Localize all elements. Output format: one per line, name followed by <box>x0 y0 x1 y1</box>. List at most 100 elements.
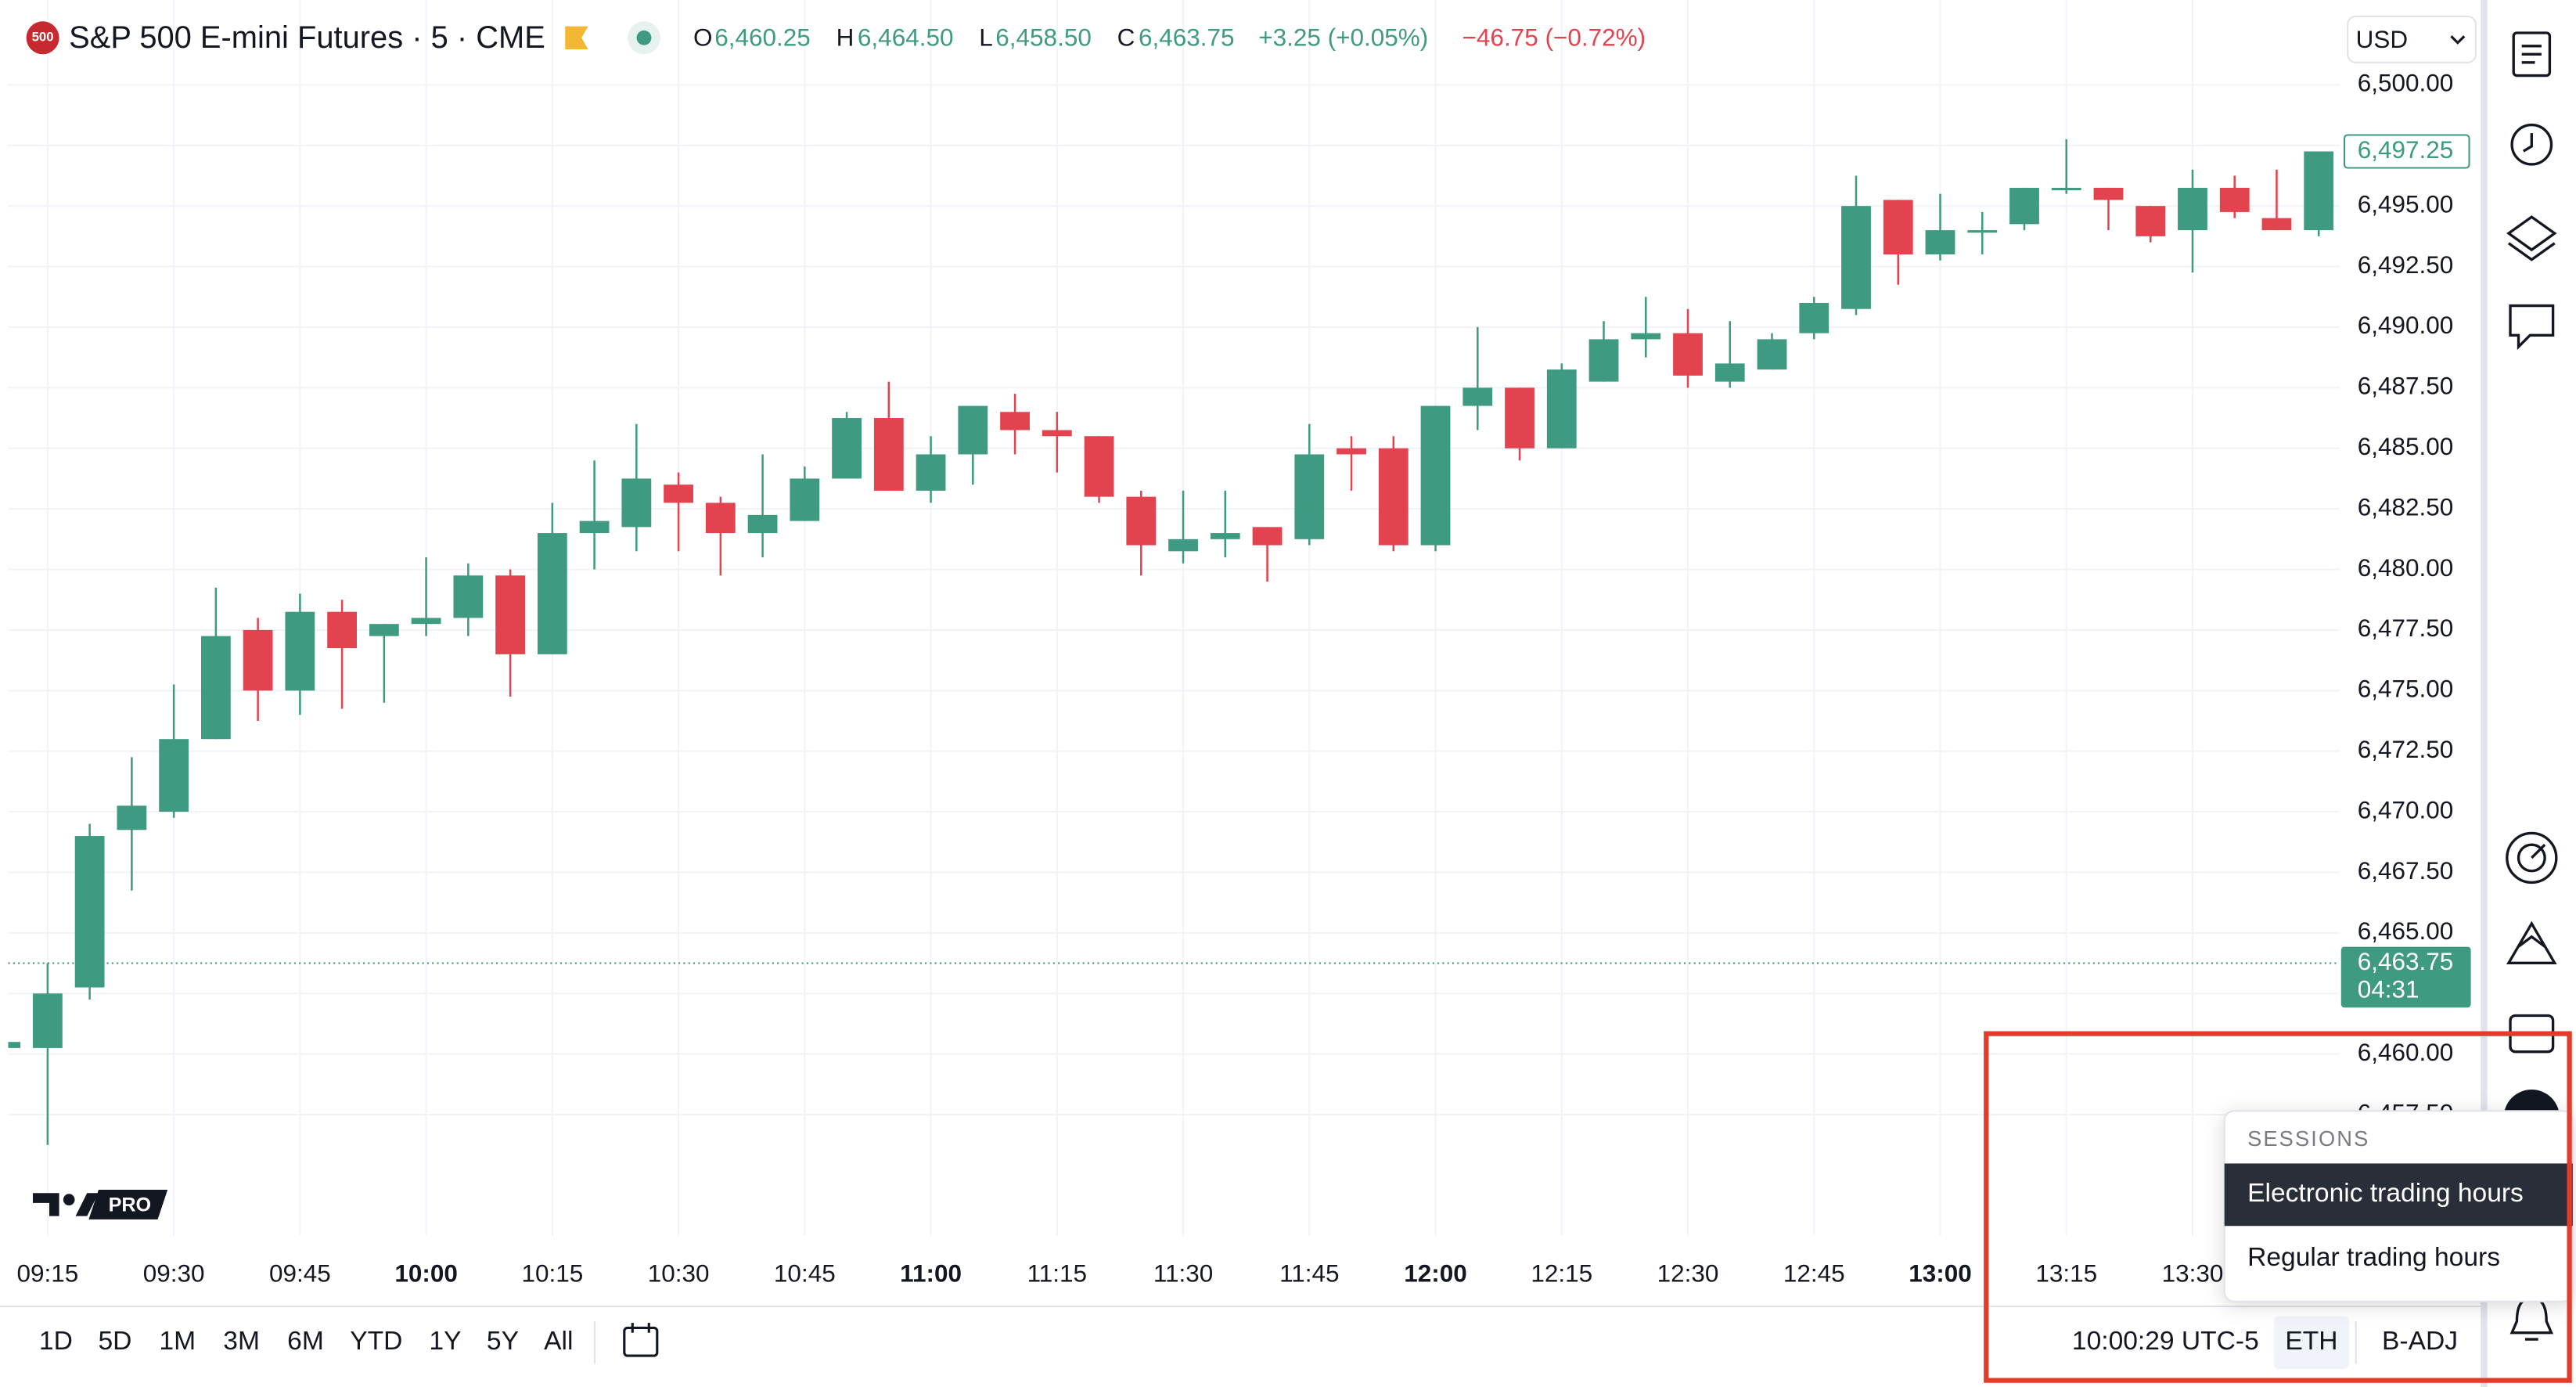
hotlist-icon[interactable] <box>2506 831 2558 884</box>
y-tick-label: 6,472.50 <box>2358 735 2454 763</box>
candle-body <box>327 611 358 649</box>
notifications-icon[interactable] <box>2509 1296 2554 1341</box>
candle-body <box>1252 527 1283 546</box>
candle-body <box>1631 333 1661 340</box>
watchlist-icon[interactable] <box>2512 31 2552 77</box>
clock[interactable]: 10:00:29 UTC-5 <box>2072 1327 2259 1356</box>
candle-body <box>1042 430 1072 437</box>
candle-body <box>159 739 189 812</box>
range-button[interactable]: 1Y <box>429 1327 461 1356</box>
candle-body <box>1378 448 1409 546</box>
last-price-tag <box>2343 134 2470 169</box>
x-tick-label: 10:45 <box>774 1259 836 1288</box>
candle-body <box>579 521 610 534</box>
range-button[interactable]: 5Y <box>487 1327 519 1356</box>
y-tick-label: 6,490.00 <box>2358 311 2454 339</box>
candle-body <box>1505 387 1534 449</box>
y-tick-label: 6,492.50 <box>2358 250 2454 279</box>
candle-body <box>369 624 399 636</box>
candle-body <box>1841 206 1871 309</box>
y-tick-label: 6,485.00 <box>2358 432 2454 460</box>
menu-item[interactable]: Regular trading hours <box>2247 1243 2500 1272</box>
candle-body <box>621 478 652 528</box>
candle-body <box>2304 151 2334 231</box>
candle-body <box>243 629 273 691</box>
candle-body <box>705 503 736 534</box>
range-button[interactable]: 1D <box>39 1327 73 1356</box>
eth-button-bg[interactable] <box>2273 1316 2350 1369</box>
chat-icon[interactable] <box>2509 304 2555 351</box>
candle-body <box>790 478 820 521</box>
range-button[interactable]: 5D <box>98 1327 131 1356</box>
range-button[interactable]: 3M <box>223 1327 260 1356</box>
symbol-badge <box>26 21 59 55</box>
price-tag <box>2340 946 2471 1008</box>
range-button[interactable]: 1M <box>159 1327 196 1356</box>
ohlc-value: 6,463.75 <box>1139 23 1235 52</box>
x-tick-label: 10:30 <box>648 1259 710 1288</box>
menu-title: SESSIONS <box>2247 1126 2369 1151</box>
currency-select[interactable] <box>2347 15 2477 63</box>
candle-body <box>747 514 778 534</box>
candle-body <box>1967 230 1998 233</box>
ohlc-value: 6,460.25 <box>714 23 811 52</box>
x-tick-label: 11:45 <box>1279 1259 1339 1288</box>
menu-item-selected[interactable] <box>2224 1163 2573 1227</box>
candle-body <box>495 575 525 654</box>
highlight-box <box>1984 1031 2572 1383</box>
x-tick-label: 12:30 <box>1657 1259 1719 1288</box>
range-button[interactable]: 6M <box>287 1327 324 1356</box>
x-tick-label: 09:15 <box>16 1259 78 1288</box>
x-tick-label: 10:15 <box>521 1259 583 1288</box>
layers-icon[interactable] <box>2506 215 2557 261</box>
x-tick-label: 09:30 <box>143 1259 205 1288</box>
range-button[interactable]: All <box>544 1327 573 1356</box>
candle-body <box>2261 218 2292 231</box>
ideas-icon[interactable] <box>2506 920 2557 964</box>
candle-body <box>1126 496 1157 546</box>
candle-body <box>832 418 862 479</box>
candle-body <box>1925 230 1955 255</box>
candle-body <box>2009 187 2039 225</box>
adjust-button[interactable]: B-ADJ <box>2382 1327 2458 1356</box>
y-tick-label: 6,465.00 <box>2358 917 2454 945</box>
candle-body <box>1294 454 1325 539</box>
candle-body <box>1420 405 1451 546</box>
y-tick-label: 6,487.50 <box>2358 372 2454 400</box>
ohlc-label: C <box>1117 23 1135 52</box>
x-tick-label: 12:45 <box>1783 1259 1845 1288</box>
last-price-label: 6,497.25 <box>2358 135 2454 164</box>
candle-body <box>74 836 105 988</box>
sessions-items: Electronic trading hours Regular trading … <box>2224 1163 2573 1272</box>
candle-body <box>1673 333 1703 376</box>
x-tick-label: 12:00 <box>1404 1259 1467 1288</box>
status-dot <box>636 30 652 45</box>
y-tick-label: 6,495.00 <box>2358 189 2454 218</box>
menu-item[interactable]: Electronic trading hours <box>2247 1179 2524 1208</box>
y-tick-label: 6,467.50 <box>2358 856 2454 884</box>
goto-date-icon[interactable] <box>623 1323 659 1357</box>
candle-body <box>1210 533 1240 539</box>
x-tick-label: 13:30 <box>2162 1259 2224 1288</box>
countdown: 04:31 <box>2358 975 2419 1003</box>
flag-icon[interactable] <box>565 26 588 49</box>
alerts-icon[interactable] <box>2510 123 2553 166</box>
grid <box>8 0 2340 1236</box>
candle-body <box>664 485 693 503</box>
candle-body <box>2093 187 2124 200</box>
candle-body <box>1757 339 1787 370</box>
symbol-title[interactable]: S&P 500 E-mini Futures · 5 · CME <box>69 20 545 55</box>
x-tick-label: 09:45 <box>269 1259 331 1288</box>
left-edge <box>0 0 9 1307</box>
range-button[interactable]: YTD <box>350 1327 402 1356</box>
logo-text: PRO <box>109 1194 152 1216</box>
y-tick-label: 6,460.00 <box>2358 1038 2454 1066</box>
eth-button[interactable]: ETH <box>2285 1327 2337 1356</box>
ohlc-value: 6,458.50 <box>995 23 1092 52</box>
candle-body <box>411 618 441 625</box>
y-tick-label: 6,475.00 <box>2358 675 2454 703</box>
price-tag-label: 6,463.75 <box>2358 947 2454 975</box>
y-tick-label: 6,482.50 <box>2358 492 2454 521</box>
candle-body <box>200 636 231 740</box>
